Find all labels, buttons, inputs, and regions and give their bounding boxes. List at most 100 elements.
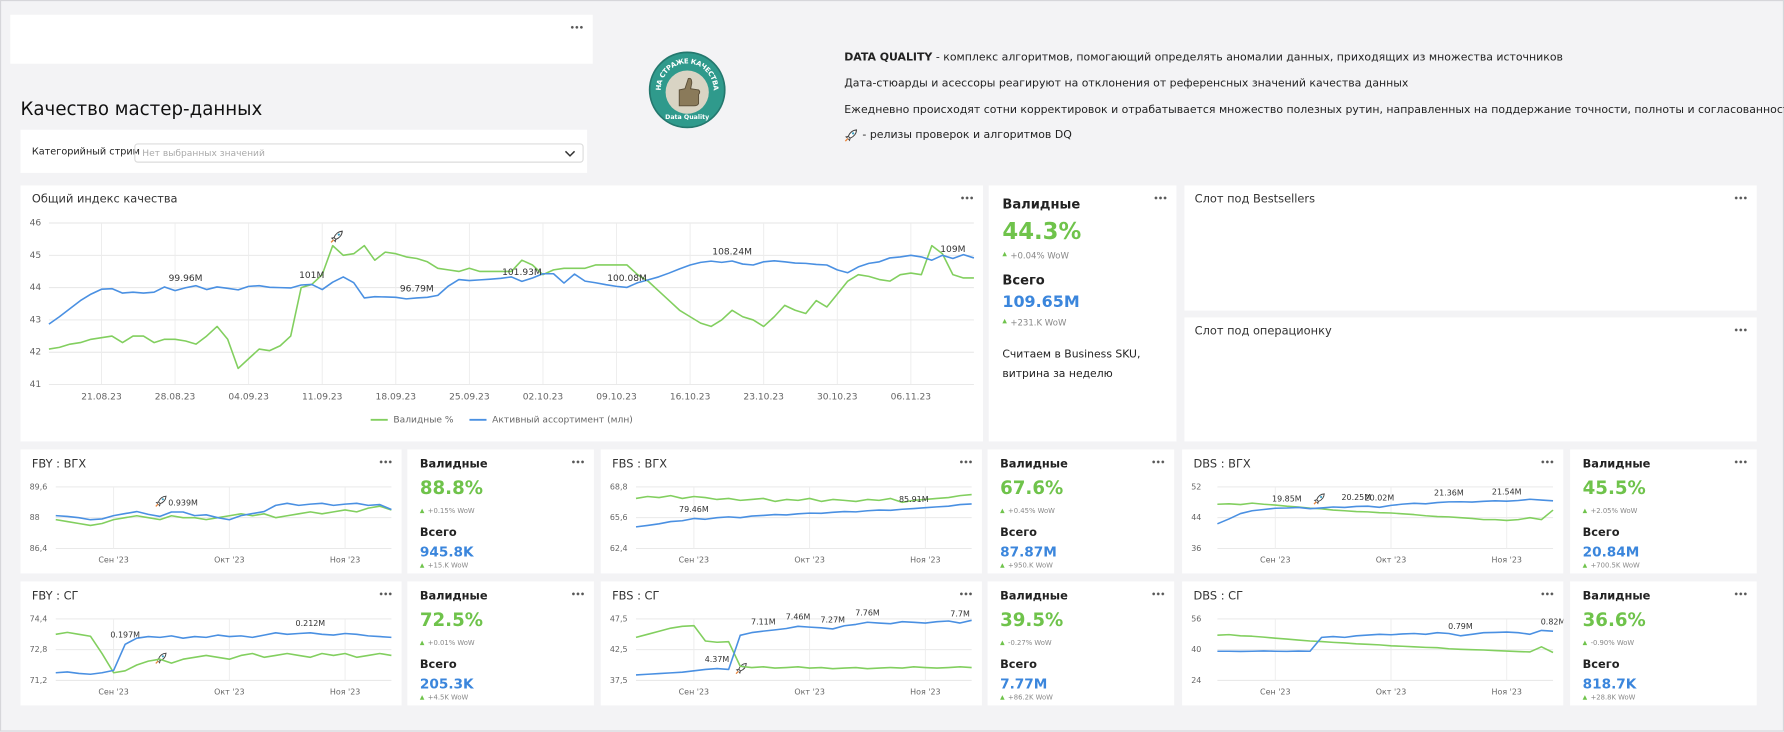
slot-panel: Слот под Bestsellers xyxy=(1184,185,1757,311)
menu-button[interactable] xyxy=(1153,195,1168,201)
menu-button[interactable] xyxy=(1151,459,1166,465)
kpi-label: Всего xyxy=(1002,272,1045,289)
value-label: 0.212M xyxy=(296,619,326,628)
menu-button[interactable] xyxy=(571,459,585,465)
series-line xyxy=(55,632,392,676)
menu-button[interactable] xyxy=(959,459,973,465)
description-line: Дата-стюарды и асессоры реагируют на отк… xyxy=(844,77,1409,91)
kpi-value: 45.5% xyxy=(1582,476,1646,499)
value-label: 20.25M xyxy=(1341,493,1371,502)
x-tick-label: Сен '23 xyxy=(1260,687,1290,696)
series-line xyxy=(635,503,972,528)
brand: DATA QUALITY xyxy=(844,51,933,64)
series-line xyxy=(1217,633,1554,654)
filter-placeholder: Нет выбранных значений xyxy=(142,147,265,159)
kpi-value: 7.77M xyxy=(1000,675,1048,692)
logo: НА СТРАЖЕ КАЧЕСТВА Data Quality xyxy=(648,51,726,129)
main-chart-panel: Общий индекс качества 41 42 43 44 45 46 21.08.… xyxy=(20,185,984,442)
x-tick-label: Ноя '23 xyxy=(330,555,360,564)
value-label: 7.76M xyxy=(855,609,880,618)
x-tick-label: Сен '23 xyxy=(98,687,128,696)
y-tick-label: 41 xyxy=(30,380,42,390)
kpi-value: 72.5% xyxy=(419,608,483,631)
x-tick-label: Ноя '23 xyxy=(910,555,940,564)
menu-button[interactable] xyxy=(1733,195,1748,201)
chevron-icon xyxy=(564,150,576,157)
series-line xyxy=(55,505,392,527)
menu-button[interactable] xyxy=(378,591,393,597)
x-tick-label: Окт '23 xyxy=(214,687,245,696)
filter-select[interactable]: Нет выбранных значений xyxy=(134,143,584,163)
kpi-label: Валидные xyxy=(1000,590,1068,604)
kpi-label: Всего xyxy=(1000,658,1037,672)
menu-button[interactable] xyxy=(378,459,393,465)
y-tick-label: 52 xyxy=(1191,482,1201,491)
legend-label: Валидные % xyxy=(393,415,453,425)
value-label: 0.939M xyxy=(168,498,198,507)
menu-button[interactable] xyxy=(959,591,973,597)
menu-button[interactable] xyxy=(1733,327,1748,333)
menu-button[interactable] xyxy=(1151,591,1166,597)
y-tick-label: 86,4 xyxy=(30,544,48,553)
kpi-label: Валидные xyxy=(419,590,488,604)
release-marker xyxy=(155,652,167,665)
y-tick-label: 72,8 xyxy=(30,645,48,654)
release-marker xyxy=(735,662,747,675)
menu-button[interactable] xyxy=(1540,459,1555,465)
x-tick-label: 25.09.23 xyxy=(449,393,490,403)
chart-title: FBS : СГ xyxy=(612,590,660,604)
value-label: 85.91M xyxy=(899,495,929,504)
menu-button[interactable] xyxy=(960,195,974,201)
kpi-panel: Валидные 67.6% +0.45% WoW Всего 87.87M +950.K… xyxy=(987,449,1175,574)
menu-button[interactable] xyxy=(571,591,585,597)
series-line xyxy=(55,631,392,674)
x-tick-label: 23.10.23 xyxy=(743,393,784,403)
line-chart: 41 42 43 44 45 46 21.08.23 28.08.23 04.09.23 11.0… xyxy=(30,218,975,425)
x-tick-label: Сен '23 xyxy=(1260,555,1290,564)
kpi-value: 205.3K xyxy=(419,675,474,692)
x-tick-label: 06.11.23 xyxy=(891,393,932,403)
kpi-value: 88.8% xyxy=(419,476,483,499)
kpi-value: 945.8K xyxy=(419,543,474,560)
y-tick-label: 44 xyxy=(1191,513,1201,522)
kpi-value: 87.87M xyxy=(1000,543,1057,560)
kpi-value: 67.6% xyxy=(1000,476,1064,499)
chart-panel: FBS : СГ 47,5 42,5 37,5 Сен '23 Окт '23 Ноя '2… xyxy=(600,581,982,706)
value-label: 109M xyxy=(940,245,965,255)
value-label: 4.37M xyxy=(705,655,730,664)
x-tick-label: Ноя '23 xyxy=(1492,687,1522,696)
series-line xyxy=(55,502,392,521)
x-tick-label: 16.10.23 xyxy=(670,393,711,403)
chart-panel: DBS : СГ 56 40 24 Сен '23 Окт '23 Ноя '23 0.79M… xyxy=(1182,581,1564,706)
y-tick-label: 42 xyxy=(30,348,42,358)
kpi-value: 36.6% xyxy=(1582,608,1646,631)
release-note: - релизы проверок и алгоритмов DQ xyxy=(862,128,1072,142)
menu-button[interactable] xyxy=(1733,591,1748,597)
menu-button[interactable] xyxy=(1733,459,1748,465)
kpi-delta: +15.K WoW xyxy=(419,563,468,570)
value-label: 0.82M xyxy=(1541,618,1564,627)
slot-title: Слот под операционку xyxy=(1194,325,1332,338)
x-tick-label: Окт '23 xyxy=(1376,555,1407,564)
legend-label: Активный ассортимент (млн) xyxy=(492,415,633,425)
y-tick-label: 74,4 xyxy=(30,614,48,623)
kpi-value: 818.7K xyxy=(1582,675,1637,692)
kpi-note: витрина за неделю xyxy=(1002,367,1113,381)
x-tick-label: 04.09.23 xyxy=(228,393,269,403)
chart-panel: DBS : ВГХ 52 44 36 Сен '23 Окт '23 Ноя '23 19.8… xyxy=(1182,449,1564,574)
menu-button[interactable] xyxy=(1540,591,1555,597)
series-line xyxy=(1217,629,1554,653)
x-tick-label: Сен '23 xyxy=(98,555,128,564)
value-label: 7.11M xyxy=(751,617,776,626)
chart-panel: FBY : ВГХ 89,6 88 86,4 Сен '23 Окт '23 Ноя '23… xyxy=(20,449,402,574)
menu-button[interactable] xyxy=(570,25,584,30)
kpi-delta: +0.45% WoW xyxy=(1000,508,1055,516)
line-chart: 56 40 24 Сен '23 Окт '23 Ноя '23 0.79M 0.82M xyxy=(1191,614,1564,696)
kpi-label: Валидные xyxy=(1002,195,1081,212)
x-tick-label: 21.08.23 xyxy=(81,393,122,403)
x-tick-label: Сен '23 xyxy=(679,555,709,564)
x-tick-label: 28.08.23 xyxy=(155,393,196,403)
y-tick-label: 46 xyxy=(30,218,42,228)
